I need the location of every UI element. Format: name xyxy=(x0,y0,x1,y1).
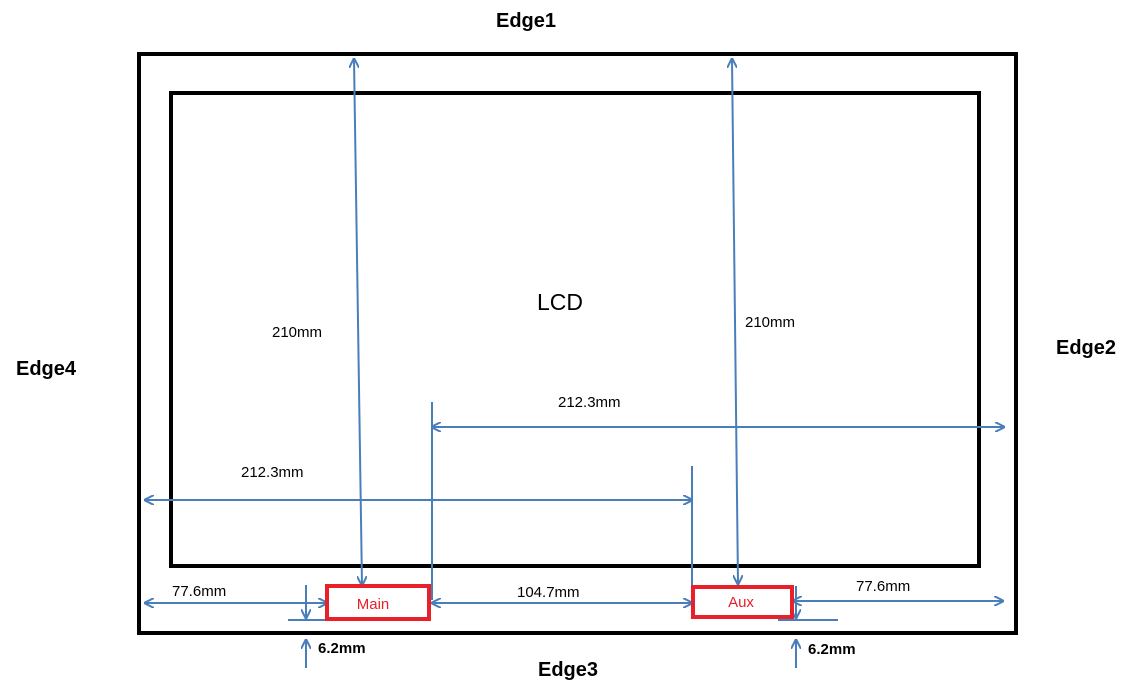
aux-mic-box xyxy=(691,585,794,619)
main-mic-box xyxy=(325,584,431,621)
edge3-label: Edge3 xyxy=(538,659,598,681)
lcd-panel xyxy=(169,91,981,568)
device-outline xyxy=(137,52,1018,635)
aux-to-top-dimension-label: 210mm xyxy=(745,314,795,331)
edge4-label: Edge4 xyxy=(16,358,77,380)
main-to-top-dimension-line xyxy=(354,59,362,585)
lcd-label: LCD xyxy=(537,289,583,315)
edge2-label: Edge2 xyxy=(1056,337,1116,359)
aux-to-left-dimension-label: 212.3mm xyxy=(241,464,304,481)
edge1-label: Edge1 xyxy=(496,10,556,32)
main-to-right-dimension-label: 212.3mm xyxy=(558,394,621,411)
aux-mic-label: Aux xyxy=(728,594,754,611)
main-mic-label: Main xyxy=(357,596,390,613)
between-mics-dimension-label: 104.7mm xyxy=(517,584,580,601)
aux-to-right-dimension-label: 77.6mm xyxy=(856,578,910,595)
main-to-bottom-dimension-label: 6.2mm xyxy=(318,640,366,657)
aux-to-bottom-dimension-label: 6.2mm xyxy=(808,641,856,658)
main-to-top-dimension-label: 210mm xyxy=(272,324,322,341)
main-to-left-dimension-label: 77.6mm xyxy=(172,583,226,600)
aux-to-top-dimension-line xyxy=(732,59,738,584)
